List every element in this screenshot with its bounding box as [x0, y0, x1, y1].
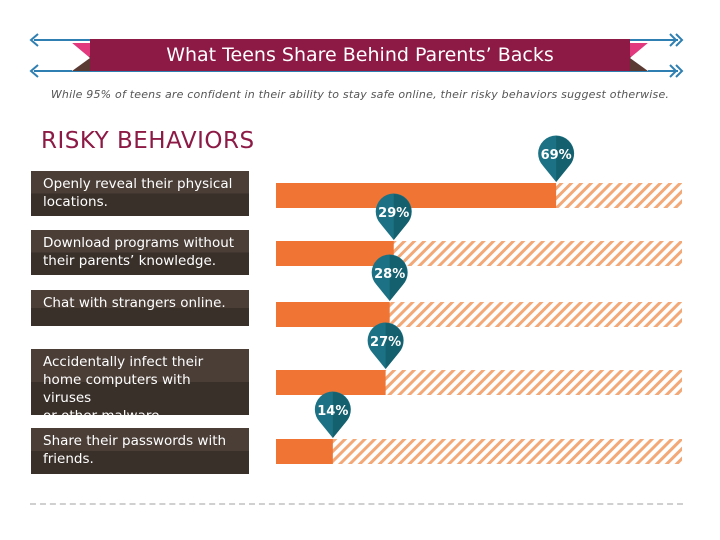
- footer-divider: [30, 503, 683, 505]
- bar-value: [276, 439, 333, 464]
- value-pin-shade: [556, 136, 574, 182]
- bar-value: [276, 183, 557, 208]
- value-pin-shade: [332, 392, 351, 438]
- category-label-line: Chat with strangers online.: [43, 295, 226, 311]
- ribbon-decoration: [29, 33, 684, 78]
- left-arrow-top-icon: [29, 33, 39, 47]
- risky-behaviors-chart: 69% 29% 28% 27% 14%: [276, 135, 682, 464]
- bar-value: [276, 241, 394, 266]
- bar-track: [276, 439, 682, 464]
- value-label: 28%: [374, 267, 405, 282]
- category-label-line: Share their passwords with: [43, 433, 227, 449]
- category-label-line: locations.: [43, 194, 108, 210]
- value-pin-shade: [385, 323, 404, 369]
- category-label: Share their passwords with friends.: [31, 428, 249, 474]
- bar-value: [276, 370, 386, 395]
- category-label: Download programs without their parents’ …: [31, 230, 249, 275]
- category-label-line: Download programs without: [43, 235, 235, 251]
- value-pin-shade: [393, 194, 412, 240]
- category-label: Accidentally infect their home computers …: [31, 349, 249, 424]
- header-rule-bottom: [34, 70, 678, 72]
- page-subtitle: While 95% of teens are confident in thei…: [50, 88, 670, 101]
- left-arrow-bottom-icon: [29, 64, 39, 78]
- category-label-line: home computers with viruses: [43, 372, 191, 406]
- value-label: 14%: [317, 404, 348, 419]
- category-label-line: friends.: [43, 451, 94, 467]
- value-label: 69%: [541, 148, 572, 163]
- value-pin-shade: [389, 255, 408, 301]
- page-title: What Teens Share Behind Parents’ Backs: [90, 39, 630, 71]
- category-label-line: their parents’ knowledge.: [43, 253, 217, 269]
- value-label: 27%: [370, 335, 401, 350]
- chart-title: RISKY BEHAVIORS: [41, 128, 255, 154]
- category-label-line: or other malware.: [43, 408, 164, 424]
- value-label: 29%: [378, 206, 409, 221]
- category-label-line: Openly reveal their physical: [43, 176, 233, 192]
- right-chevron-bottom-icon: [669, 64, 678, 78]
- bar-value: [276, 302, 390, 327]
- category-label-line: Accidentally infect their: [43, 354, 204, 370]
- category-label: Chat with strangers online.: [31, 290, 249, 326]
- category-label: Openly reveal their physical locations.: [31, 171, 249, 216]
- right-chevron-top-icon: [669, 33, 678, 47]
